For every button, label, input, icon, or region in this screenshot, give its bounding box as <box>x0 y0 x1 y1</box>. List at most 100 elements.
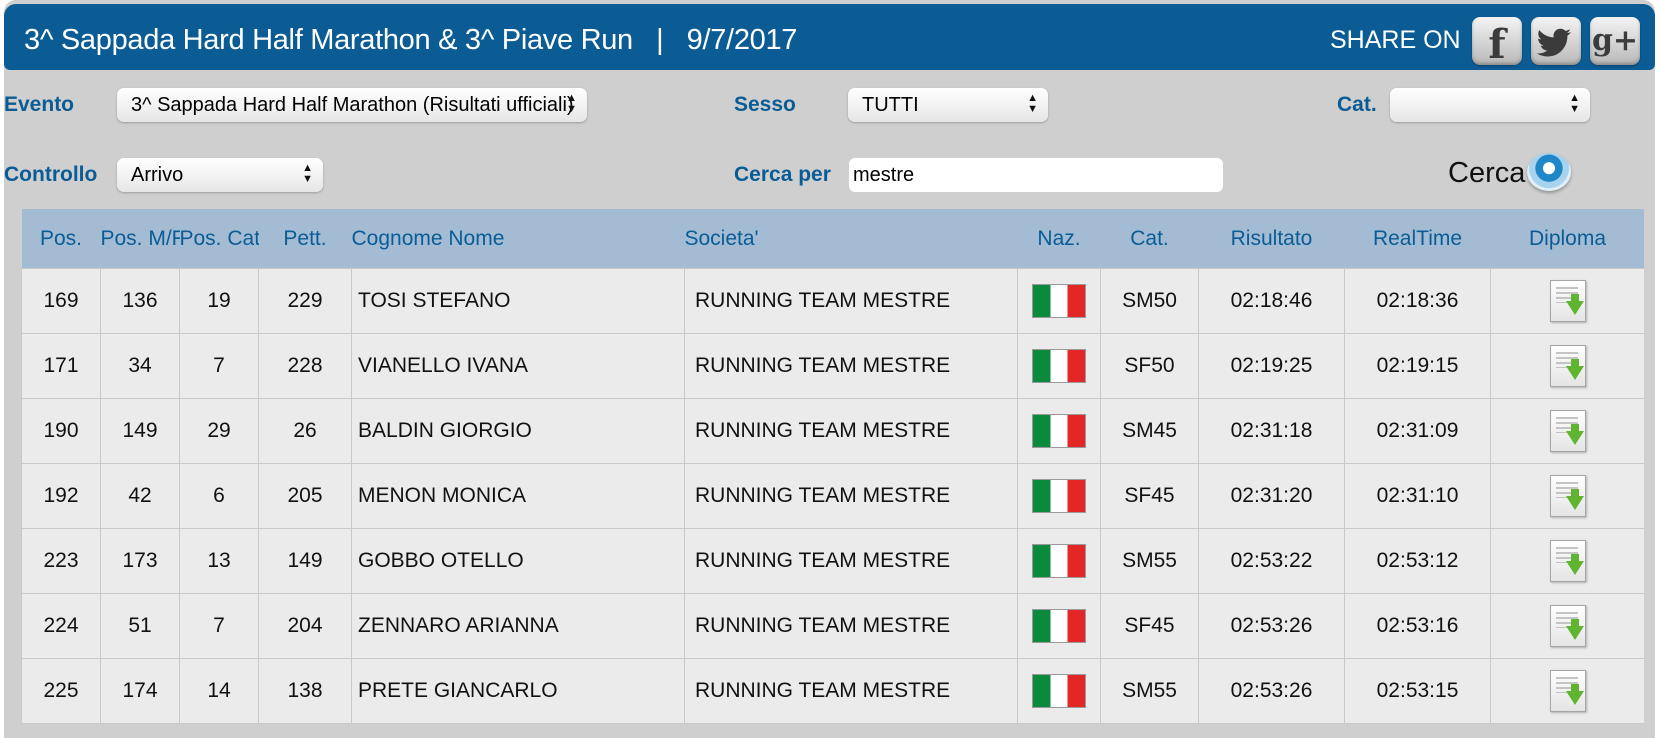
cell-athlete-name[interactable]: BALDIN GIORGIO <box>351 398 685 464</box>
cell-pos: 169 <box>21 268 101 334</box>
cell-pett: 228 <box>258 333 352 399</box>
cat-select[interactable]: ▲ ▼ <box>1390 88 1590 122</box>
cell-pett: 149 <box>258 528 352 594</box>
twitter-icon <box>1536 28 1571 57</box>
facebook-icon: f <box>1488 21 1506 68</box>
select-arrows-icon: ▲ ▼ <box>566 92 577 115</box>
cell-diploma <box>1490 398 1644 464</box>
cell-cat: SF50 <box>1100 333 1199 399</box>
controllo-select[interactable]: Arrivo ▲ ▼ <box>117 158 323 192</box>
diploma-download-icon[interactable] <box>1549 540 1586 582</box>
cell-pos: 192 <box>21 463 101 529</box>
col-header-risultato[interactable]: Risultato <box>1198 209 1345 269</box>
col-header-cognome-nome[interactable]: Cognome Nome <box>351 209 685 269</box>
cell-pos-cat: 19 <box>179 268 259 334</box>
cell-diploma <box>1490 463 1644 529</box>
sesso-select[interactable]: TUTTI ▲ ▼ <box>848 88 1048 122</box>
cell-risultato: 02:53:22 <box>1198 528 1345 594</box>
cell-pos-mf: 42 <box>100 463 180 529</box>
cell-societa: RUNNING TEAM MESTRE <box>684 268 1018 334</box>
col-header-pos-mf[interactable]: Pos. M/F <box>100 209 180 269</box>
cell-naz <box>1017 333 1101 399</box>
page-title: 3^ Sappada Hard Half Marathon & 3^ Piave… <box>24 24 798 56</box>
cell-realtime: 02:53:12 <box>1344 528 1491 594</box>
cell-pos: 171 <box>21 333 101 399</box>
cell-pett: 205 <box>258 463 352 529</box>
italy-flag-icon <box>1032 674 1086 708</box>
results-table-container: Pos. Pos. M/F Pos. Cat. Pett. Cognome No… <box>21 209 1644 738</box>
table-row: 225 174 14 138 PRETE GIANCARLO RUNNING T… <box>21 658 1644 724</box>
italy-flag-icon <box>1032 544 1086 578</box>
cell-pett: 26 <box>258 398 352 464</box>
diploma-download-icon[interactable] <box>1549 670 1586 712</box>
cell-realtime: 02:18:36 <box>1344 268 1491 334</box>
cell-cat: SF45 <box>1100 463 1199 529</box>
diploma-download-icon[interactable] <box>1549 410 1586 452</box>
evento-select[interactable]: 3^ Sappada Hard Half Marathon (Risultati… <box>117 88 587 122</box>
sesso-label: Sesso <box>734 93 796 116</box>
diploma-download-icon[interactable] <box>1549 475 1586 517</box>
results-table: Pos. Pos. M/F Pos. Cat. Pett. Cognome No… <box>21 209 1644 724</box>
cell-pos-cat: 14 <box>179 658 259 724</box>
cell-risultato: 02:18:46 <box>1198 268 1345 334</box>
col-header-cat[interactable]: Cat. <box>1100 209 1199 269</box>
cell-pos-cat: 29 <box>179 398 259 464</box>
col-header-societa[interactable]: Societa' <box>684 209 1018 269</box>
table-row: 190 149 29 26 BALDIN GIORGIO RUNNING TEA… <box>21 398 1644 464</box>
cell-diploma <box>1490 268 1644 334</box>
col-header-pett[interactable]: Pett. <box>258 209 352 269</box>
cell-athlete-name[interactable]: MENON MONICA <box>351 463 685 529</box>
cell-athlete-name[interactable]: PRETE GIANCARLO <box>351 658 685 724</box>
select-arrows-icon: ▲ ▼ <box>1027 92 1038 115</box>
select-arrows-icon: ▲ ▼ <box>1569 92 1580 115</box>
controllo-select-value: Arrivo <box>131 164 184 186</box>
facebook-share-button[interactable]: f <box>1472 17 1522 68</box>
cell-naz <box>1017 658 1101 724</box>
table-row: 224 51 7 204 ZENNARO ARIANNA RUNNING TEA… <box>21 593 1644 659</box>
cell-pos: 190 <box>21 398 101 464</box>
cell-naz <box>1017 398 1101 464</box>
col-header-realtime[interactable]: RealTime <box>1344 209 1491 269</box>
table-row: 192 42 6 205 MENON MONICA RUNNING TEAM M… <box>21 463 1644 529</box>
cell-risultato: 02:31:18 <box>1198 398 1345 464</box>
cell-athlete-name[interactable]: VIANELLO IVANA <box>351 333 685 399</box>
cell-athlete-name[interactable]: TOSI STEFANO <box>351 268 685 334</box>
cell-pos-mf: 149 <box>100 398 180 464</box>
col-header-naz[interactable]: Naz. <box>1017 209 1101 269</box>
cell-risultato: 02:31:20 <box>1198 463 1345 529</box>
cell-diploma <box>1490 593 1644 659</box>
cell-pos-cat: 7 <box>179 333 259 399</box>
google-plus-share-button[interactable]: g+ <box>1590 17 1640 65</box>
diploma-download-icon[interactable] <box>1549 280 1586 322</box>
cell-cat: SM55 <box>1100 658 1199 724</box>
cell-risultato: 02:53:26 <box>1198 658 1345 724</box>
cell-pos-cat: 7 <box>179 593 259 659</box>
table-row: 223 173 13 149 GOBBO OTELLO RUNNING TEAM… <box>21 528 1644 594</box>
diploma-download-icon[interactable] <box>1549 605 1586 647</box>
cell-pett: 138 <box>258 658 352 724</box>
italy-flag-icon <box>1032 284 1086 318</box>
italy-flag-icon <box>1032 609 1086 643</box>
col-header-pos-cat[interactable]: Pos. Cat. <box>179 209 259 269</box>
cell-pos: 223 <box>21 528 101 594</box>
cell-pos-cat: 13 <box>179 528 259 594</box>
twitter-share-button[interactable] <box>1531 17 1581 65</box>
cell-pos-mf: 51 <box>100 593 180 659</box>
cell-risultato: 02:53:26 <box>1198 593 1345 659</box>
cell-naz <box>1017 528 1101 594</box>
cell-pett: 229 <box>258 268 352 334</box>
diploma-download-icon[interactable] <box>1549 345 1586 387</box>
cell-societa: RUNNING TEAM MESTRE <box>684 658 1018 724</box>
cell-pos-mf: 136 <box>100 268 180 334</box>
search-input[interactable] <box>848 157 1224 193</box>
col-header-pos[interactable]: Pos. <box>21 209 101 269</box>
cell-societa: RUNNING TEAM MESTRE <box>684 333 1018 399</box>
cell-diploma <box>1490 528 1644 594</box>
cell-pos: 225 <box>21 658 101 724</box>
results-page: 3^ Sappada Hard Half Marathon & 3^ Piave… <box>4 0 1655 738</box>
italy-flag-icon <box>1032 414 1086 448</box>
table-header-row: Pos. Pos. M/F Pos. Cat. Pett. Cognome No… <box>21 209 1644 269</box>
cell-athlete-name[interactable]: GOBBO OTELLO <box>351 528 685 594</box>
cell-pos-mf: 174 <box>100 658 180 724</box>
cell-athlete-name[interactable]: ZENNARO ARIANNA <box>351 593 685 659</box>
